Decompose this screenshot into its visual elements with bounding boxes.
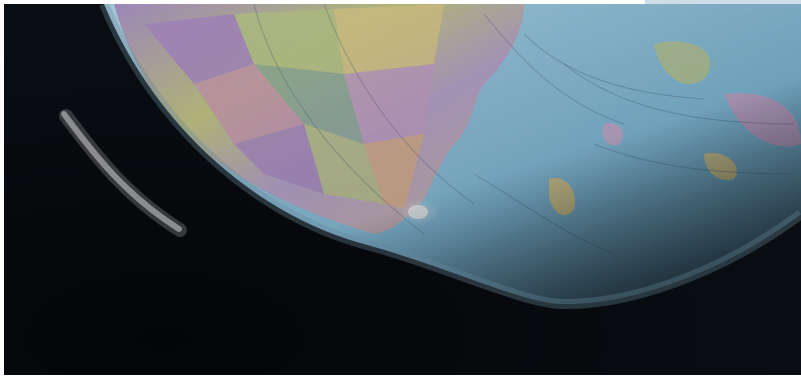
top-border-sky <box>645 0 801 4</box>
top-border <box>0 0 801 4</box>
bottom-border <box>0 375 801 379</box>
globe-illustration <box>4 4 801 375</box>
globe-photo <box>4 4 801 375</box>
